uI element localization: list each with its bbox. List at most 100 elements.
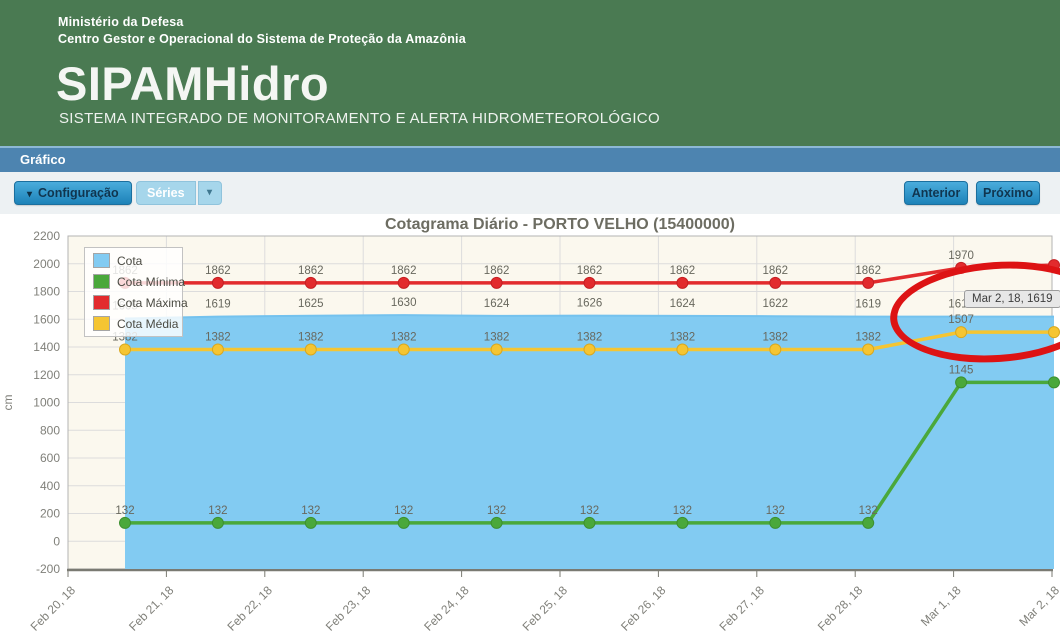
- app-header: Ministério da Defesa Centro Gestor e Ope…: [0, 0, 1060, 146]
- data-point[interactable]: [583, 343, 596, 356]
- value-label: 1622: [763, 298, 789, 310]
- y-axis-tick-label: 1800: [33, 285, 60, 299]
- value-label: 132: [115, 505, 134, 517]
- chart-area: Cotagrama Diário - PORTO VELHO (15400000…: [0, 214, 1060, 637]
- value-label: 132: [394, 505, 413, 517]
- legend-swatch: [93, 316, 110, 331]
- legend-item-cota-m-dia[interactable]: Cota Média: [85, 313, 182, 334]
- censipam-line: Centro Gestor e Operacional do Sistema d…: [58, 32, 466, 46]
- y-axis-tick-label: 0: [53, 534, 60, 548]
- x-axis-tick-label: Feb 26, 18: [618, 583, 669, 634]
- data-point[interactable]: [769, 343, 782, 356]
- data-point[interactable]: [862, 343, 875, 356]
- data-point[interactable]: [955, 326, 968, 339]
- value-label: 1507: [948, 314, 974, 326]
- configuracao-button[interactable]: ▾ Configuração: [14, 181, 132, 205]
- legend-swatch: [93, 295, 110, 310]
- data-point[interactable]: [769, 276, 782, 289]
- value-label: 1382: [577, 331, 603, 343]
- y-axis-tick-label: 2200: [33, 229, 60, 243]
- x-axis-tick-label: Feb 27, 18: [716, 583, 767, 634]
- value-label: 1382: [855, 331, 881, 343]
- data-point[interactable]: [304, 343, 317, 356]
- x-axis-tick-label: Feb 21, 18: [126, 583, 177, 634]
- y-axis-tick-label: 2000: [33, 257, 60, 271]
- data-point[interactable]: [862, 276, 875, 289]
- data-point[interactable]: [490, 343, 503, 356]
- chevron-down-icon: ▾: [207, 187, 213, 198]
- value-label: 132: [487, 505, 506, 517]
- data-point[interactable]: [1048, 376, 1060, 389]
- value-label: 1862: [298, 265, 324, 277]
- y-axis-tick-label: 200: [40, 507, 60, 521]
- value-label: 1625: [298, 298, 324, 310]
- value-label: 1619: [855, 299, 881, 311]
- data-point[interactable]: [304, 516, 317, 529]
- chevron-down-icon: ▾: [27, 189, 33, 200]
- value-label: 132: [301, 505, 320, 517]
- value-label: 1862: [763, 265, 789, 277]
- y-axis-title: cm: [1, 395, 15, 411]
- value-label: 1862: [205, 265, 231, 277]
- app-logo-title: SIPAMHidro: [56, 57, 330, 110]
- data-point[interactable]: [211, 516, 224, 529]
- legend-item-cota[interactable]: Cota: [85, 250, 182, 271]
- value-label: 132: [580, 505, 599, 517]
- toolbar: ▾ Configuração Séries ▾ Anterior Próximo: [0, 172, 1060, 214]
- series-dropdown-button[interactable]: ▾: [197, 181, 222, 205]
- series-cota-m-xima: [119, 259, 1060, 289]
- legend-label: Cota Mínima: [117, 274, 186, 289]
- data-point[interactable]: [583, 516, 596, 529]
- data-point[interactable]: [862, 516, 875, 529]
- value-label: 1862: [484, 265, 510, 277]
- chart-svg: 2200200018001600140012001000800600400200…: [1, 229, 1060, 634]
- series-label: Séries: [147, 186, 185, 200]
- x-axis-tick-label: Feb 23, 18: [323, 583, 374, 634]
- legend-label: Cota: [117, 253, 143, 268]
- value-label: 1862: [577, 265, 603, 277]
- value-label: 132: [208, 505, 227, 517]
- legend-label: Cota Média: [117, 316, 179, 331]
- x-axis-tick-label: Feb 28, 18: [815, 583, 866, 634]
- y-axis-tick-label: 1400: [33, 340, 60, 354]
- data-point[interactable]: [769, 516, 782, 529]
- data-point[interactable]: [304, 276, 317, 289]
- series-cota-m-dia: [119, 326, 1060, 356]
- series-split-button: Séries ▾: [136, 181, 222, 205]
- x-axis-tick-label: Feb 25, 18: [520, 583, 571, 634]
- x-axis-tick-label: Feb 24, 18: [421, 583, 472, 634]
- data-point[interactable]: [211, 343, 224, 356]
- y-axis-tick-label: 1000: [33, 396, 60, 410]
- legend-label: Cota Máxima: [117, 295, 188, 310]
- legend-item-cota-m-nima[interactable]: Cota Mínima: [85, 271, 186, 292]
- data-point[interactable]: [490, 516, 503, 529]
- data-point[interactable]: [955, 261, 968, 274]
- data-point[interactable]: [583, 276, 596, 289]
- data-point[interactable]: [676, 343, 689, 356]
- x-axis-tick-label: Feb 22, 18: [224, 583, 275, 634]
- series-button[interactable]: Séries: [136, 181, 196, 205]
- value-label: 1862: [391, 265, 417, 277]
- data-point[interactable]: [119, 516, 131, 529]
- data-point[interactable]: [490, 276, 503, 289]
- value-label: 1145: [949, 364, 974, 376]
- data-point[interactable]: [119, 343, 131, 356]
- anterior-label: Anterior: [911, 186, 961, 200]
- data-point[interactable]: [211, 276, 224, 289]
- legend-item-cota-m-xima[interactable]: Cota Máxima: [85, 292, 188, 313]
- data-point[interactable]: [676, 276, 689, 289]
- data-point[interactable]: [1048, 259, 1060, 272]
- data-point[interactable]: [955, 376, 968, 389]
- data-point[interactable]: [1048, 326, 1060, 339]
- data-point[interactable]: [397, 343, 410, 356]
- series-area-cota: [125, 315, 1054, 569]
- value-label: 1382: [205, 331, 231, 343]
- data-point[interactable]: [676, 516, 689, 529]
- data-point[interactable]: [397, 516, 410, 529]
- value-label: 1382: [298, 331, 324, 343]
- data-point[interactable]: [397, 276, 410, 289]
- y-axis-tick-label: 1600: [33, 312, 60, 326]
- anterior-button[interactable]: Anterior: [904, 181, 968, 205]
- proximo-button[interactable]: Próximo: [976, 181, 1040, 205]
